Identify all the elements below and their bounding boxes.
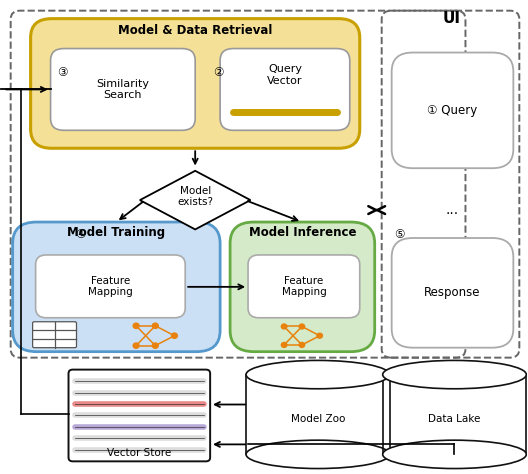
Circle shape [299,324,305,329]
Circle shape [133,343,139,348]
Ellipse shape [383,440,526,468]
Text: UI: UI [442,11,460,26]
Ellipse shape [246,360,390,389]
FancyBboxPatch shape [230,222,375,352]
Circle shape [281,324,287,329]
Ellipse shape [383,360,526,389]
Circle shape [153,343,158,348]
Text: Response: Response [425,286,481,300]
Circle shape [281,343,287,347]
FancyBboxPatch shape [51,48,195,130]
Text: Model Zoo: Model Zoo [291,414,345,424]
FancyBboxPatch shape [392,53,513,168]
Text: ③: ③ [57,66,68,79]
Text: ① Query: ① Query [427,104,478,117]
FancyBboxPatch shape [383,374,526,455]
FancyBboxPatch shape [13,222,220,352]
Text: Model Training: Model Training [68,226,165,239]
Text: Feature
Mapping: Feature Mapping [281,275,326,297]
Circle shape [153,323,158,328]
Circle shape [299,343,305,347]
Text: ④: ④ [75,228,86,240]
FancyBboxPatch shape [220,48,350,130]
FancyBboxPatch shape [69,370,210,461]
FancyBboxPatch shape [246,374,390,455]
Text: Model Inference: Model Inference [249,226,356,239]
Text: Similarity
Search: Similarity Search [97,79,149,100]
Text: Data Lake: Data Lake [428,414,480,424]
FancyBboxPatch shape [392,238,513,347]
FancyBboxPatch shape [248,255,360,318]
Text: Query
Vector: Query Vector [267,64,303,85]
Polygon shape [140,171,250,229]
Text: ...: ... [446,203,459,217]
Text: Model
exists?: Model exists? [177,185,213,207]
Ellipse shape [246,440,390,468]
FancyBboxPatch shape [33,322,77,347]
Text: Feature
Mapping: Feature Mapping [88,275,133,297]
Text: Vector Store: Vector Store [107,448,172,458]
Text: ⑤: ⑤ [394,228,405,240]
FancyBboxPatch shape [31,18,360,148]
Circle shape [317,333,323,338]
FancyBboxPatch shape [35,255,185,318]
Circle shape [172,333,177,338]
Circle shape [133,323,139,328]
Text: ②: ② [213,66,223,79]
Text: Model & Data Retrieval: Model & Data Retrieval [118,24,272,37]
